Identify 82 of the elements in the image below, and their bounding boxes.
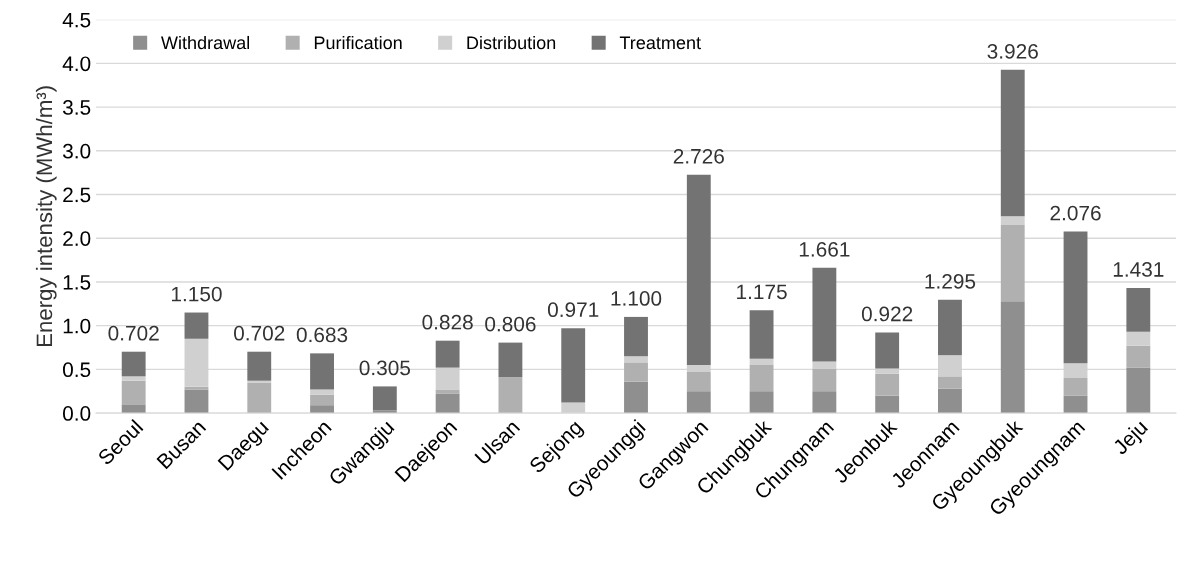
bar xyxy=(938,299,962,356)
bar xyxy=(686,174,711,365)
bar xyxy=(1000,69,1025,217)
total-label: 1.431 xyxy=(1113,262,1164,277)
bar xyxy=(624,381,648,414)
total-label: 0.683 xyxy=(296,327,348,343)
y-tick-label: 2.5 xyxy=(63,187,91,203)
legend-label: Treatment xyxy=(619,36,701,50)
bar xyxy=(1126,287,1151,332)
bar xyxy=(1063,378,1088,396)
bar xyxy=(875,373,900,396)
bar xyxy=(624,362,648,382)
bar xyxy=(1000,301,1025,414)
bar xyxy=(310,394,334,406)
bar xyxy=(435,389,460,394)
bar xyxy=(121,351,146,377)
total-label: 1.175 xyxy=(737,284,787,300)
bar xyxy=(686,371,711,392)
bar xyxy=(938,376,962,389)
total-label: 1.295 xyxy=(925,273,976,289)
bar xyxy=(247,351,272,381)
bar xyxy=(121,376,146,381)
total-label: 1.100 xyxy=(611,291,662,306)
total-label: 0.702 xyxy=(108,325,159,341)
bar xyxy=(184,389,209,414)
y-tick-label: 1.5 xyxy=(63,275,91,290)
bar xyxy=(247,382,272,414)
bar xyxy=(310,389,334,395)
bar xyxy=(1063,231,1088,364)
total-label: 2.076 xyxy=(1050,205,1101,221)
bar xyxy=(749,364,774,392)
bar xyxy=(749,391,774,414)
bar xyxy=(121,380,146,405)
bar xyxy=(121,404,146,414)
bar xyxy=(310,353,334,390)
bar xyxy=(1126,345,1151,368)
bar xyxy=(875,395,900,414)
y-tick-label: 3.0 xyxy=(62,143,91,159)
bar xyxy=(749,358,774,365)
y-tick-label: 0.0 xyxy=(62,406,91,421)
bar xyxy=(1000,225,1025,302)
bar xyxy=(372,386,397,411)
total-label: 1.661 xyxy=(799,242,850,257)
bar xyxy=(812,368,837,392)
legend-label: Purification xyxy=(314,35,402,50)
y-axis-title: Energy intensity (MWh/m³) xyxy=(35,86,57,347)
y-tick-label: 4.5 xyxy=(62,12,91,28)
bar xyxy=(184,312,209,339)
bar xyxy=(624,356,648,363)
total-label: 3.926 xyxy=(987,43,1038,59)
bar xyxy=(561,328,586,403)
total-label: 0.971 xyxy=(547,302,599,318)
total-label: 0.305 xyxy=(359,360,411,376)
legend-label: Distribution xyxy=(467,35,556,50)
bar xyxy=(812,267,837,362)
bar xyxy=(1126,331,1151,346)
bar xyxy=(812,361,837,369)
bar xyxy=(875,332,900,369)
bar xyxy=(1126,367,1151,414)
y-tick-label: 1.0 xyxy=(63,318,91,334)
y-tick-label: 3.5 xyxy=(62,100,91,115)
total-label: 1.150 xyxy=(171,286,222,302)
bar xyxy=(1000,216,1025,226)
x-tick-label: Jeju xyxy=(1111,418,1152,459)
y-tick-label: 0.5 xyxy=(62,362,91,378)
total-label: 0.702 xyxy=(234,325,285,341)
bar xyxy=(624,316,648,357)
bar xyxy=(435,393,460,414)
total-label: 0.806 xyxy=(485,316,536,332)
y-tick-label: 2.0 xyxy=(63,231,91,246)
bar xyxy=(498,342,523,378)
total-label: 0.828 xyxy=(422,314,473,330)
total-label: 2.726 xyxy=(673,148,724,164)
y-tick-label: 4.0 xyxy=(62,56,91,72)
bar xyxy=(686,391,711,414)
bar xyxy=(749,310,774,359)
bar xyxy=(812,391,837,414)
total-label: 0.922 xyxy=(861,306,913,322)
bar xyxy=(938,388,962,414)
legend-label: Withdrawal xyxy=(161,35,250,50)
bar xyxy=(498,377,523,414)
bar xyxy=(435,340,460,368)
